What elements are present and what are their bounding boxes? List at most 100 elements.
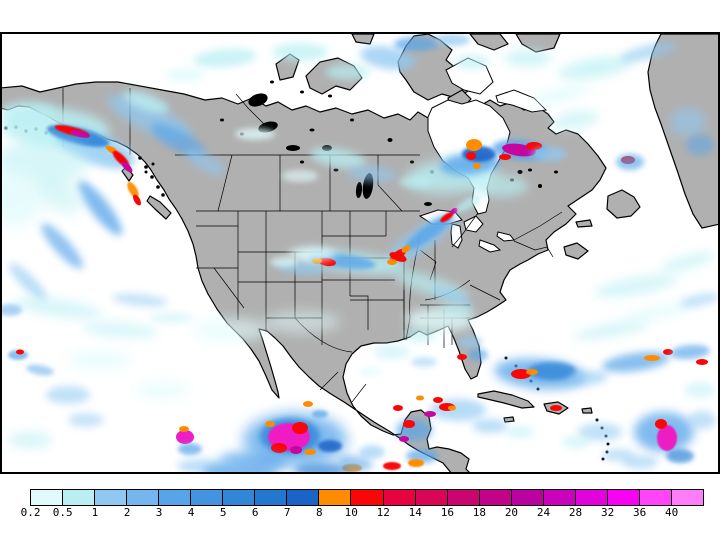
- precip-blob: [404, 328, 436, 342]
- map-frame: [0, 32, 720, 474]
- precip-blob: [530, 84, 590, 106]
- precip-blob: [657, 425, 677, 451]
- precip-blob: [272, 43, 328, 61]
- precip-blob: [644, 355, 660, 361]
- precip-blob: [358, 367, 382, 377]
- legend-segment: 2: [124, 490, 159, 518]
- legend-segment: 4: [188, 490, 223, 518]
- precip-blob: [526, 142, 542, 150]
- precip-blob: [26, 364, 54, 376]
- legend-tick-label: 8: [315, 506, 323, 519]
- precip-blob: [680, 292, 718, 308]
- precip-blob: [526, 369, 538, 375]
- precip-blob: [438, 303, 474, 317]
- precip-blob: [134, 381, 190, 399]
- legend-segment: 6: [252, 490, 287, 518]
- legend-tick-label: 16: [440, 506, 454, 519]
- precip-blob: [434, 34, 470, 46]
- precip-blob: [192, 318, 268, 342]
- precip-blob: [68, 351, 132, 369]
- legend-tick-label: 12: [376, 506, 390, 519]
- legend-segment: 20: [505, 490, 543, 518]
- legend-segment: 5: [220, 490, 255, 518]
- precip-blob: [151, 123, 205, 157]
- legend-segment: 28: [569, 490, 607, 518]
- precip-blob: [290, 446, 302, 454]
- precip-blob: [504, 49, 552, 67]
- precip-blob: [292, 422, 308, 434]
- legend-segment: 36: [633, 490, 671, 518]
- precip-blob: [389, 252, 407, 262]
- legend-tick-label: 18: [472, 506, 487, 519]
- precip-blob: [150, 313, 194, 323]
- precip-blob: [394, 37, 438, 51]
- precip-blob: [310, 147, 366, 169]
- precip-blob: [68, 413, 104, 427]
- precip-blob: [383, 462, 401, 470]
- precip-blob: [2, 138, 88, 186]
- precip-blob: [472, 175, 528, 197]
- legend-tick-label: 7: [283, 506, 291, 519]
- precip-blob: [688, 411, 716, 429]
- precip-blob: [531, 147, 567, 161]
- precip-blob: [112, 293, 168, 307]
- legend-segment: 32: [601, 490, 639, 518]
- anticosti-island: [575, 219, 593, 228]
- precip-blob: [551, 110, 599, 130]
- precip-blob: [165, 68, 205, 82]
- legend-segment: 3: [156, 490, 191, 518]
- precip-blob: [408, 459, 424, 467]
- precip-blob: [264, 311, 340, 333]
- precip-blob: [568, 370, 608, 386]
- precip-blob: [282, 170, 318, 182]
- precip-blob: [620, 301, 696, 323]
- precip-blob: [511, 369, 531, 379]
- nova-scotia: [563, 242, 589, 260]
- precip-blob: [558, 56, 634, 80]
- precip-blob: [506, 426, 534, 438]
- legend-segment: 18: [473, 490, 511, 518]
- precip-blob: [466, 139, 482, 151]
- precip-blob: [578, 423, 622, 441]
- legend-tick-label: 0.2: [20, 506, 41, 519]
- precip-blob: [235, 128, 275, 140]
- precip-blob: [433, 397, 443, 403]
- precip-blob: [8, 262, 48, 302]
- precip-blob: [620, 42, 676, 62]
- precip-blob: [457, 354, 467, 360]
- precip-blob: [37, 176, 83, 214]
- precip-blob: [403, 420, 415, 428]
- precip-blob: [41, 223, 83, 269]
- legend-segment: 14: [409, 490, 447, 518]
- precip-blob: [303, 401, 313, 407]
- legend-segment: 10: [345, 490, 383, 518]
- precip-blob: [686, 135, 714, 155]
- legend-segment: 7: [284, 490, 319, 518]
- legend-segment: 16: [441, 490, 479, 518]
- legend-tick-label: 2: [123, 506, 131, 519]
- precip-blob: [193, 48, 257, 68]
- precip-blob: [185, 149, 225, 175]
- precip-blob: [499, 154, 511, 160]
- precip-blob: [670, 344, 710, 360]
- lake-erie: [478, 239, 502, 253]
- precip-blob: [404, 215, 452, 251]
- precip-blob: [401, 245, 411, 253]
- precip-blob: [528, 362, 576, 380]
- precip-blob: [360, 46, 416, 70]
- precip-blob: [271, 443, 287, 453]
- precip-blob: [416, 395, 424, 401]
- legend-tick-label: 28: [568, 506, 583, 519]
- precip-blob: [684, 382, 716, 398]
- legend-tick-label: 1: [91, 506, 99, 519]
- legend-tick-label: 10: [344, 506, 358, 519]
- precip-blob: [424, 411, 436, 417]
- legend-segment: 8: [316, 490, 351, 518]
- precip-blob: [622, 455, 658, 469]
- precip-blob: [318, 440, 342, 452]
- precip-layer: [2, 34, 718, 472]
- precip-blob: [304, 449, 316, 455]
- precip-blob: [387, 259, 397, 265]
- precip-blob: [550, 405, 562, 411]
- precip-blob: [265, 421, 275, 427]
